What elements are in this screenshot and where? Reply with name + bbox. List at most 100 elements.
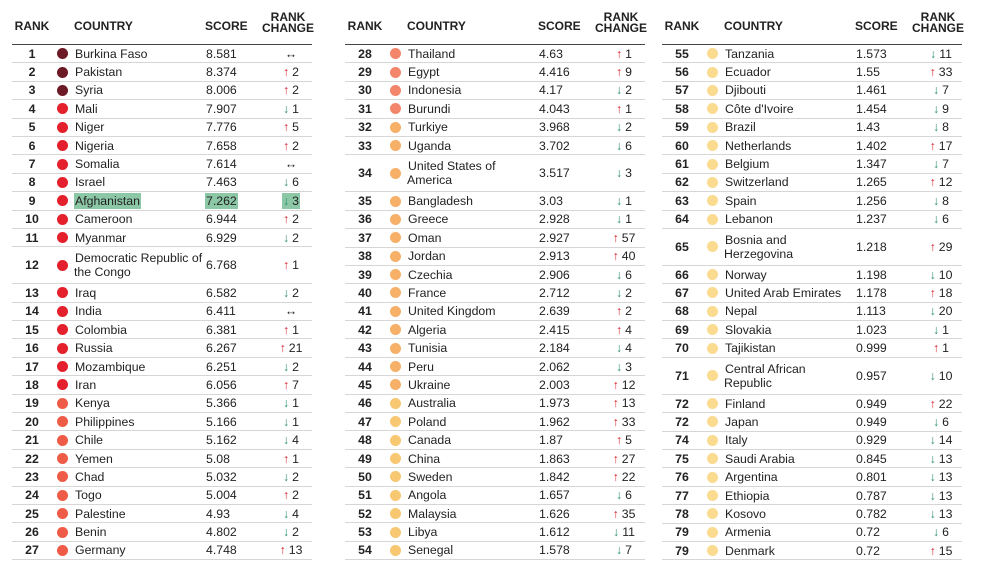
change-value: 14 bbox=[938, 433, 953, 448]
score-cell: 1.347 bbox=[855, 157, 920, 171]
change-value: 9 bbox=[625, 65, 632, 80]
tier-dot bbox=[57, 397, 68, 409]
table-row: 23 Chad 5.032 ↓ 2 bbox=[12, 468, 312, 487]
tier-dot bbox=[57, 305, 68, 317]
dot-cell bbox=[385, 269, 407, 281]
tier-dot bbox=[390, 84, 401, 96]
country: Palestine bbox=[75, 506, 126, 521]
tier-dot bbox=[57, 48, 68, 60]
rank: 8 bbox=[28, 175, 36, 190]
rank: 22 bbox=[25, 451, 39, 466]
header-spacer bbox=[702, 33, 724, 42]
country: Ecuador bbox=[725, 65, 771, 80]
rank-change: ↓ 4 bbox=[615, 340, 633, 356]
dot-cell bbox=[52, 471, 74, 483]
rank-change: ↑ 13 bbox=[612, 395, 637, 411]
table-column: RANK COUNTRY SCORE RANK CHANGE 1 Burkina Faso… bbox=[12, 0, 314, 561]
score: 0.801 bbox=[856, 470, 887, 485]
change-arrow: ↓ bbox=[933, 157, 940, 172]
country-cell: Belgium bbox=[724, 157, 855, 171]
score: 1.454 bbox=[856, 101, 887, 116]
table-row: 63 Spain 1.256 ↓ 8 bbox=[662, 192, 962, 211]
score: 6.381 bbox=[206, 322, 237, 337]
table-row: 44 Peru 2.062 ↓ 3 bbox=[345, 358, 645, 377]
table-row: 76 Argentina 0.801 ↓ 13 bbox=[662, 468, 962, 487]
country: Djibouti bbox=[725, 83, 767, 98]
score: 2.928 bbox=[539, 212, 570, 227]
change-arrow: ↓ bbox=[616, 194, 623, 209]
tier-dot bbox=[390, 140, 401, 152]
rank: 67 bbox=[675, 285, 689, 300]
score: 1.612 bbox=[539, 525, 570, 540]
change-cell: ↓ 7 bbox=[603, 543, 645, 557]
rank: 75 bbox=[675, 451, 689, 466]
change-value: 21 bbox=[288, 341, 303, 356]
country-cell: Kenya bbox=[74, 396, 205, 410]
change-value: 1 bbox=[292, 258, 299, 273]
table-row: 61 Belgium 1.347 ↓ 7 bbox=[662, 155, 962, 174]
table-row: 26 Benin 4.802 ↓ 2 bbox=[12, 523, 312, 542]
change-arrow: ↔ bbox=[284, 46, 298, 61]
tier-dot bbox=[390, 434, 401, 446]
country: Pakistan bbox=[75, 65, 123, 80]
score-cell: 7.658 bbox=[205, 139, 270, 153]
country-cell: Israel bbox=[74, 175, 205, 189]
score-cell: 2.062 bbox=[538, 360, 603, 374]
dot-cell bbox=[385, 250, 407, 262]
country-cell: Finland bbox=[724, 397, 855, 411]
country-cell: Djibouti bbox=[724, 83, 855, 97]
score: 1.43 bbox=[856, 120, 880, 135]
country: Netherlands bbox=[725, 138, 792, 153]
header-change: RANK CHANGE bbox=[594, 10, 647, 35]
country: Indonesia bbox=[408, 83, 462, 98]
country-cell: Benin bbox=[74, 525, 205, 539]
score-cell: 1.43 bbox=[855, 120, 920, 134]
change-value: 2 bbox=[292, 212, 299, 227]
country-cell: China bbox=[407, 452, 538, 466]
change-cell: ↓ 13 bbox=[920, 470, 962, 484]
score: 1.578 bbox=[539, 543, 570, 558]
dot-cell bbox=[52, 48, 74, 60]
score-cell: 7.776 bbox=[205, 120, 270, 134]
rank-change: ↓ 13 bbox=[929, 506, 954, 522]
score: 2.906 bbox=[539, 267, 570, 282]
table-row: 25 Palestine 4.93 ↓ 4 bbox=[12, 505, 312, 524]
score-cell: 3.517 bbox=[538, 166, 603, 180]
country: Greece bbox=[408, 212, 449, 227]
change-cell: ↑ 2 bbox=[270, 488, 312, 502]
rank: 70 bbox=[675, 341, 689, 356]
change-cell: ↓ 11 bbox=[603, 525, 645, 539]
rank-change: ↓ 13 bbox=[929, 451, 954, 467]
country-cell: Myanmar bbox=[74, 231, 205, 245]
change-arrow: ↑ bbox=[283, 138, 290, 153]
tier-dot bbox=[390, 526, 401, 538]
rank-change: ↑ 2 bbox=[282, 82, 300, 98]
country: Senegal bbox=[408, 543, 454, 558]
dot-cell bbox=[385, 287, 407, 299]
score-cell: 6.582 bbox=[205, 286, 270, 300]
change-cell: ↔ bbox=[270, 47, 312, 61]
country-cell: Mali bbox=[74, 102, 205, 116]
change-value: 6 bbox=[942, 212, 949, 227]
change-value: 11 bbox=[622, 525, 635, 540]
dot-cell bbox=[385, 361, 407, 373]
table-row: 62 Switzerland 1.265 ↑ 12 bbox=[662, 174, 962, 193]
rank: 48 bbox=[358, 433, 372, 448]
country-cell: Tajikistan bbox=[724, 341, 855, 355]
change-value: 35 bbox=[621, 506, 636, 521]
score-cell: 1.55 bbox=[855, 65, 920, 79]
country-cell: Yemen bbox=[74, 452, 205, 466]
change-cell: ↓ 10 bbox=[920, 268, 962, 282]
tier-dot bbox=[57, 544, 68, 556]
country-cell: Ethiopia bbox=[724, 489, 855, 503]
change-cell: ↔ bbox=[270, 304, 312, 318]
change-cell: ↓ 7 bbox=[920, 157, 962, 171]
dot-cell bbox=[385, 544, 407, 556]
rank: 41 bbox=[358, 304, 372, 319]
score-cell: 1.842 bbox=[538, 470, 603, 484]
dot-cell bbox=[52, 140, 74, 152]
change-value: 12 bbox=[621, 377, 636, 392]
country-cell: Palestine bbox=[74, 507, 205, 521]
dot-cell bbox=[52, 121, 74, 133]
change-arrow: ↑ bbox=[279, 341, 286, 356]
